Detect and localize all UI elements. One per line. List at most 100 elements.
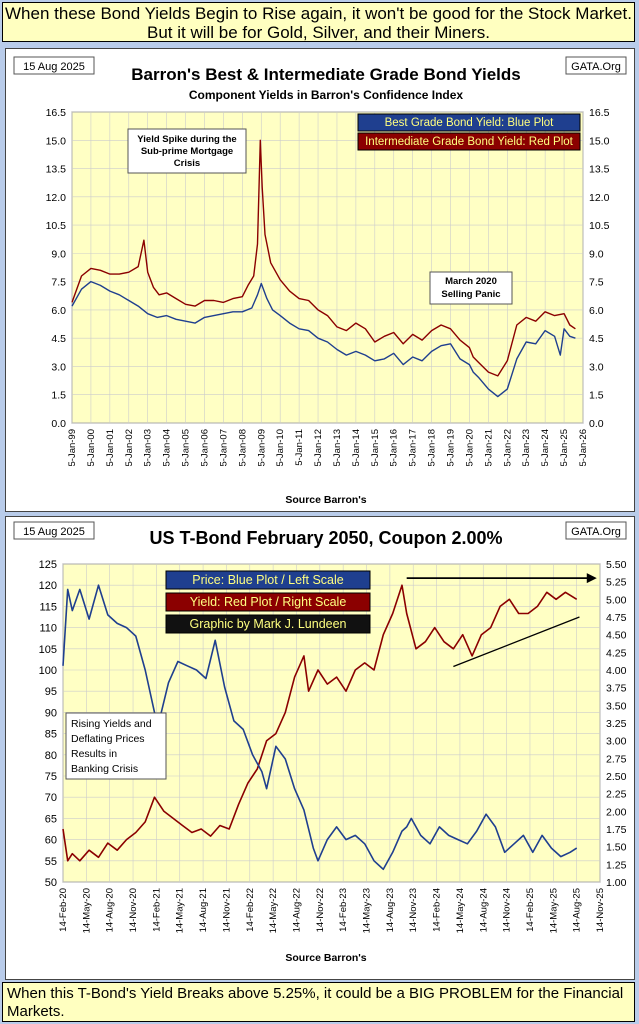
x-tick-label: 5-Jan-24: [540, 429, 551, 467]
x-tick-label: 14-Feb-21: [151, 888, 162, 932]
legend-blue-box: [357, 113, 581, 132]
y-tick-label-right: 3.25: [606, 718, 627, 730]
y-tick-label-right: 4.75: [606, 612, 627, 624]
annotation-banking-line: Results in: [71, 748, 117, 760]
x-tick-label: 5-Jan-09: [256, 429, 267, 467]
x-tick-label: 14-Aug-25: [572, 888, 583, 932]
y-tick-label-left: 1.5: [51, 390, 66, 402]
legend-red-box: [165, 592, 371, 612]
y-tick-label-right: 4.5: [589, 333, 604, 345]
x-tick-label: 5-Jan-08: [237, 429, 248, 467]
y-tick-label-left: 4.5: [51, 333, 66, 345]
x-tick-label: 14-Feb-20: [58, 888, 69, 932]
x-tick-label: 5-Jan-04: [162, 429, 173, 467]
header-banner: When these Bond Yields Begin to Rise aga…: [2, 2, 635, 42]
y-tick-label-right: 3.50: [606, 700, 627, 712]
x-tick-label: 14-May-24: [455, 888, 466, 933]
y-tick-label-left: 70: [45, 792, 57, 804]
y-tick-label-right: 2.50: [606, 771, 627, 783]
x-tick-label: 5-Jan-01: [105, 429, 116, 467]
y-tick-label-left: 90: [45, 707, 57, 719]
y-tick-label-left: 95: [45, 686, 57, 698]
legend-entry-yield: Yield: Red Plot / Right Scale: [190, 595, 347, 609]
annotation-banking-line: Deflating Prices: [71, 733, 145, 745]
y-tick-label-right: 2.25: [606, 789, 627, 801]
y-tick-label-right: 9.0: [589, 248, 604, 260]
chart-1: 15 Aug 2025 GATA.Org Barron's Best & Inter…: [13, 56, 627, 506]
annotation-box-march2020: [429, 271, 513, 305]
date-tag: 15 Aug 2025: [23, 526, 85, 538]
x-tick-label: 14-Feb-22: [245, 888, 256, 932]
x-tick-label: 5-Jan-10: [275, 429, 286, 467]
y-tick-label-left: 9.0: [51, 248, 66, 260]
y-tick-label-left: 105: [39, 644, 57, 656]
y-tick-label-right: 3.75: [606, 683, 627, 695]
series-line-price: [62, 584, 578, 871]
x-tick-label: 14-Aug-23: [385, 888, 396, 932]
legend-entry-price: Price: Blue Plot / Left Scale: [192, 573, 344, 587]
chart-2: 15 Aug 2025 GATA.Org US T-Bond February 20…: [13, 521, 627, 964]
x-tick-label: 5-Jan-22: [502, 429, 513, 467]
x-tick-label: 14-Aug-24: [478, 888, 489, 932]
y-tick-label-left: 125: [39, 559, 57, 571]
x-tick-label: 5-Jan-21: [483, 429, 494, 467]
y-tick-label-left: 7.5: [51, 277, 66, 289]
footer-banner: When this T-Bond's Yield Breaks above 5.…: [2, 982, 635, 1022]
annotation-banking-line: Banking Crisis: [71, 763, 138, 775]
y-tick-label-right: 4.50: [606, 630, 627, 642]
y-tick-label-right: 0.0: [589, 418, 604, 430]
x-tick-label: 14-Nov-21: [221, 888, 232, 932]
chart-title: US T-Bond February 2050, Coupon 2.00%: [149, 528, 502, 548]
y-tick-label-right: 1.00: [606, 877, 627, 889]
annotation-banking-line: Rising Yields and: [71, 718, 152, 730]
x-tick-label: 14-Nov-24: [502, 888, 513, 932]
y-tick-label-left: 120: [39, 580, 57, 592]
date-tag-box: [13, 521, 95, 540]
trend-line: [453, 616, 580, 668]
y-tick-label-right: 15.0: [589, 135, 610, 147]
y-tick-label-right: 5.25: [606, 577, 627, 589]
x-tick-label: 14-May-21: [175, 888, 186, 933]
y-tick-label-right: 1.50: [606, 842, 627, 854]
series-line-yield: [62, 584, 578, 862]
y-tick-label-left: 0.0: [51, 418, 66, 430]
x-tick-label: 5-Jan-23: [521, 429, 532, 467]
y-tick-label-right: 6.0: [589, 305, 604, 317]
legend-blue-box: [165, 570, 371, 590]
y-tick-label-right: 10.5: [589, 220, 610, 232]
footer-text: When this T-Bond's Yield Breaks above 5.…: [7, 985, 624, 1020]
x-axis-label: Source Barron's: [285, 952, 366, 964]
x-tick-label: 14-Feb-25: [525, 888, 536, 932]
y-tick-label-left: 65: [45, 813, 57, 825]
y-tick-label-left: 80: [45, 750, 57, 762]
y-tick-label-right: 12.0: [589, 192, 610, 204]
x-tick-label: 14-Nov-22: [315, 888, 326, 932]
y-tick-label-left: 85: [45, 729, 57, 741]
x-tick-label: 5-Jan-11: [294, 429, 305, 466]
annotation-subprime-line: Yield Spike during the: [137, 134, 236, 145]
x-tick-label: 5-Jan-16: [389, 429, 400, 467]
annotation-box-banking: [65, 712, 167, 780]
chart-title: Barron's Best & Intermediate Grade Bond …: [131, 65, 520, 84]
x-tick-label: 14-Aug-22: [291, 888, 302, 932]
y-tick-label-right: 1.5: [589, 390, 604, 402]
chart-subtitle: Component Yields in Barron's Confidence …: [189, 88, 464, 102]
y-tick-label-left: 16.5: [46, 107, 67, 119]
y-tick-label-right: 2.00: [606, 806, 627, 818]
y-tick-label-left: 12.0: [46, 192, 67, 204]
y-tick-label-left: 115: [39, 601, 57, 613]
legend-entry-blue: Best Grade Bond Yield: Blue Plot: [385, 117, 555, 129]
chart-panel-1: 15 Aug 2025 GATA.Org Barron's Best & Inter…: [5, 48, 635, 512]
x-tick-label: 5-Jan-25: [559, 429, 570, 467]
x-tick-label: 14-Aug-21: [198, 888, 209, 932]
y-tick-label-left: 3.0: [51, 361, 66, 373]
x-tick-label: 5-Jan-12: [313, 429, 324, 467]
legend-entry-red: Intermediate Grade Bond Yield: Red Plot: [365, 136, 574, 148]
annotation-box-subprime: [127, 128, 247, 174]
y-tick-label-left: 55: [45, 856, 57, 868]
header-text: When these Bond Yields Begin to Rise aga…: [5, 4, 632, 42]
resistance-arrow-head: [586, 573, 597, 584]
y-tick-label-left: 50: [45, 877, 57, 889]
x-tick-label: 5-Jan-13: [332, 429, 343, 467]
x-tick-label: 5-Jan-05: [181, 429, 192, 467]
